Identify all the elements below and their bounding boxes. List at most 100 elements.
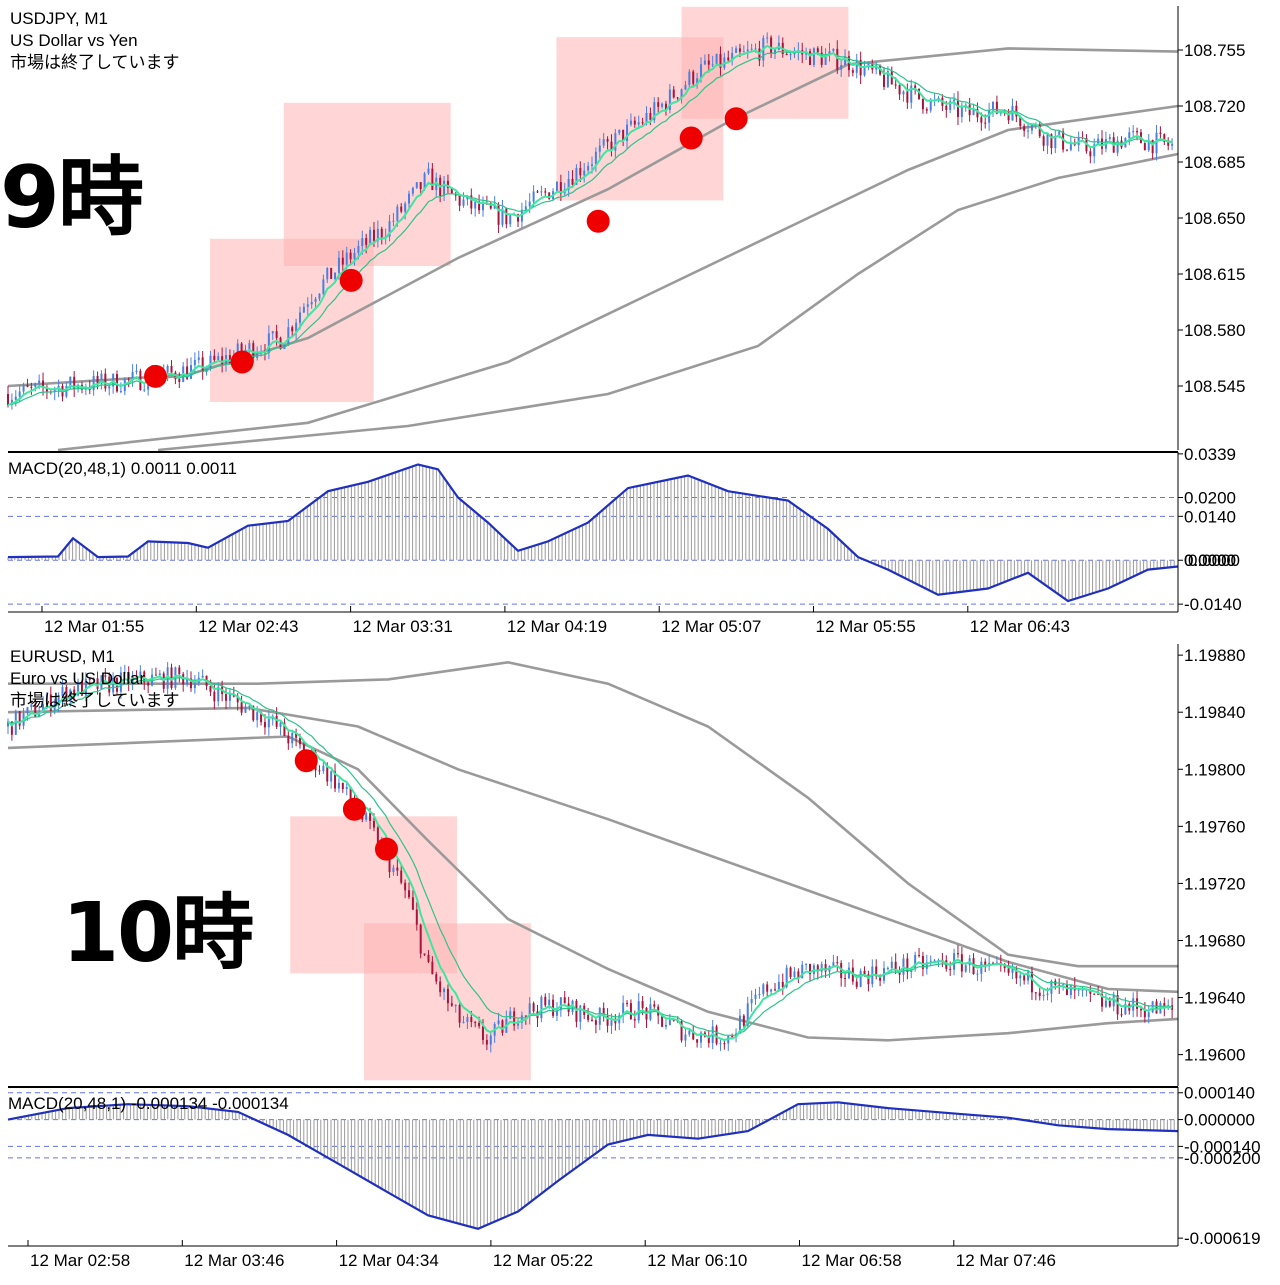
x-tick-label: 12 Mar 04:19 (507, 617, 607, 636)
candle-body (1128, 132, 1131, 139)
candle-body (820, 52, 823, 65)
candle-body (423, 173, 426, 190)
candle-body (1108, 1000, 1111, 1007)
candle-body (267, 719, 270, 728)
candle-body (1089, 989, 1092, 994)
candle-body (1093, 993, 1096, 995)
candle-body (396, 206, 399, 221)
candle-body (513, 1011, 516, 1026)
candle-body (189, 678, 192, 689)
candle-body (485, 1039, 488, 1045)
candle-body (524, 1015, 527, 1017)
candle-body (322, 279, 325, 294)
candle-body (73, 689, 76, 696)
candle-body (112, 677, 115, 693)
candle-body (7, 721, 9, 727)
candle-body (591, 164, 593, 166)
candle-body (108, 386, 111, 389)
candle-body (653, 102, 656, 121)
usdjpy-info: USDJPY, M1 US Dollar vs Yen 市場は終了しています (10, 8, 180, 74)
candle-body (1015, 968, 1018, 979)
candle-body (217, 356, 220, 360)
candle-body (949, 968, 952, 970)
candle-body (275, 715, 278, 727)
candle-body (396, 867, 399, 871)
candle-body (221, 356, 224, 364)
candle-body (793, 52, 796, 55)
candle-body (863, 970, 866, 975)
candle-body (540, 996, 543, 1019)
candle-body (147, 682, 150, 686)
candle-body (334, 771, 337, 789)
candle-body (419, 182, 422, 190)
candle-body (715, 1026, 718, 1044)
eurusd-description: Euro vs US Dollar (10, 669, 146, 688)
candle-body (509, 215, 512, 225)
candle-body (1034, 992, 1037, 994)
candle-body (158, 673, 161, 676)
y-tick-label: 1.19880 (1184, 646, 1245, 665)
candle-body (571, 178, 574, 185)
y-tick-label: -0.000619 (1184, 1229, 1261, 1248)
candle-body (38, 380, 41, 384)
candle-body (431, 961, 434, 975)
candle-body (372, 229, 375, 241)
y-tick-label: 0.0000 (1184, 551, 1236, 570)
candle-body (458, 195, 461, 206)
candle-body (287, 327, 290, 345)
candle-body (127, 672, 130, 685)
candle-body (279, 722, 282, 727)
candle-body (968, 104, 971, 116)
usdjpy-price-panel (7, 6, 1183, 452)
candle-body (661, 103, 664, 107)
candle-body (684, 1034, 687, 1041)
candle-body (1038, 992, 1041, 997)
candle-body (466, 195, 469, 200)
candle-body (956, 953, 959, 955)
candle-body (773, 989, 776, 991)
candle-body (1151, 1001, 1154, 1013)
candle-body (69, 689, 72, 702)
candle-body (497, 1020, 500, 1024)
candle-body (474, 1022, 477, 1024)
highlight-zone (283, 102, 451, 266)
candle-body (594, 151, 597, 165)
y-tick-label: 1.19840 (1184, 703, 1245, 722)
usdjpy-macd-panel (7, 451, 1183, 612)
ema-fast-line (7, 674, 1173, 1042)
candle-body (629, 120, 632, 125)
x-tick-label: 12 Mar 02:43 (198, 617, 298, 636)
candle-body (1023, 126, 1026, 131)
candle-body (742, 51, 745, 53)
candle-body (750, 998, 753, 1004)
candle-body (524, 206, 527, 210)
usdjpy-description: US Dollar vs Yen (10, 31, 138, 50)
usdjpy-title: USDJPY, M1 (10, 9, 108, 28)
candle-body (1116, 140, 1119, 153)
candle-body (657, 102, 660, 107)
candle-body (886, 967, 889, 969)
candle-body (918, 955, 921, 957)
entry-marker-dot (342, 797, 366, 821)
candle-body (980, 961, 983, 974)
candle-body (960, 107, 963, 117)
candle-body (135, 675, 138, 677)
candle-body (984, 961, 987, 966)
candle-body (439, 981, 442, 993)
candle-body (836, 962, 839, 964)
candle-body (1042, 136, 1045, 146)
candle-body (840, 963, 843, 979)
candle-body (104, 373, 107, 389)
candle-body (929, 960, 932, 963)
candle-body (1159, 132, 1162, 134)
candle-body (404, 203, 407, 212)
candle-body (754, 994, 757, 999)
candle-body (816, 965, 819, 972)
candle-body (450, 187, 453, 194)
candle-body (1116, 995, 1119, 1015)
candle-body (1027, 130, 1030, 132)
x-tick-label: 12 Mar 05:22 (493, 1251, 593, 1270)
candle-body (995, 962, 998, 964)
candle-body (123, 672, 126, 674)
candle-body (645, 113, 648, 123)
